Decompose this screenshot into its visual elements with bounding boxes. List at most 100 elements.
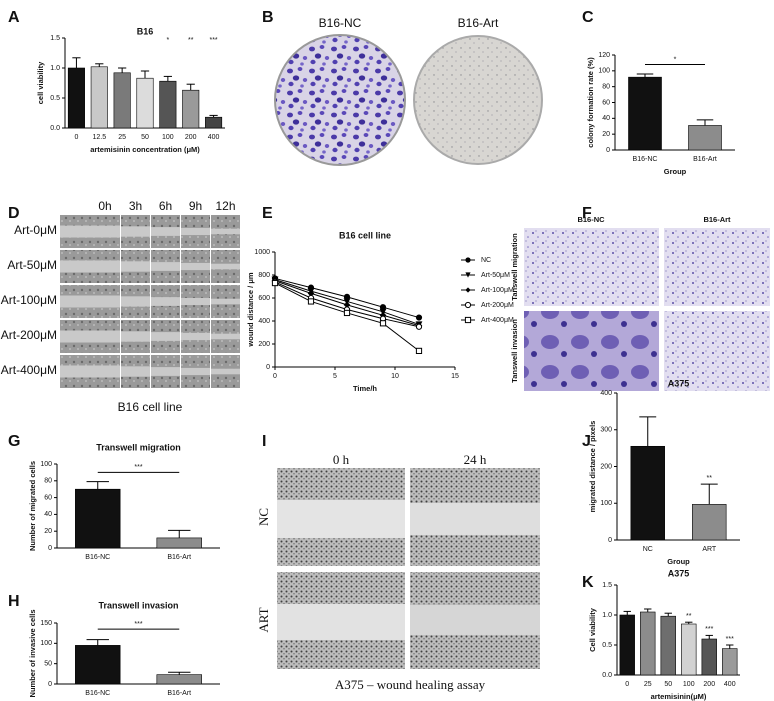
time-label: 9h: [189, 199, 202, 213]
x-tick-label: B16-Art: [167, 554, 191, 561]
row-label: ART: [256, 607, 271, 632]
y-axis-label: Number of invasive cells: [28, 610, 37, 698]
time-label: 12h: [215, 199, 235, 213]
photo: [664, 228, 770, 306]
x-tick-label: 400: [724, 681, 736, 688]
bar: [113, 72, 131, 129]
bar: [630, 445, 665, 541]
bar: [156, 674, 202, 685]
y-axis-label: cell viability: [36, 61, 45, 104]
y-tick-label: 120: [598, 52, 610, 59]
photo: [524, 311, 659, 391]
marker: [271, 279, 279, 287]
y-tick-label: 40: [602, 115, 610, 122]
wound-gap: [121, 296, 150, 307]
x-tick-label: 200: [185, 134, 197, 141]
chart-title: B16 cell line: [339, 230, 391, 240]
wound-gap: [121, 331, 150, 342]
significance: **: [686, 613, 692, 620]
y-tick-label: 20: [602, 131, 610, 138]
chart-title: B16: [137, 26, 154, 36]
row-label: Tanswell invasion: [510, 319, 519, 383]
x-tick-label: 12.5: [92, 134, 106, 141]
chart: 0 100 200 300 400 A375 migrated distance / pix…: [588, 378, 740, 566]
row-label: Art-50μM: [7, 258, 57, 272]
significance: ***: [134, 621, 142, 628]
y-tick-label: 1.0: [50, 65, 60, 72]
marker: [464, 301, 472, 309]
y-tick-label: 0: [48, 545, 52, 552]
y-tick-label: 100: [600, 500, 612, 507]
x-tick-label: 10: [391, 373, 399, 380]
x-tick-label: 50: [141, 134, 149, 141]
y-tick-label: 1.5: [50, 35, 60, 42]
y-tick-label: 0: [48, 681, 52, 688]
chart: 0.0 0.5 1.0 1.5 A375 Cell viability artemisini…: [588, 568, 740, 701]
dish-nc: [274, 34, 406, 166]
bar: [660, 615, 676, 676]
panel-letter: J: [582, 433, 591, 450]
y-tick-label: 300: [600, 427, 612, 434]
y-axis-label: Number of migrated cells: [28, 461, 37, 551]
x-axis-label: Group: [664, 167, 687, 176]
marker: [464, 316, 472, 324]
wound-gap: [181, 297, 210, 306]
bar: [722, 648, 738, 676]
bar: [67, 67, 85, 129]
y-tick-label: 800: [258, 272, 270, 279]
y-tick-label: 1.5: [602, 582, 612, 589]
time-label: 0h: [98, 199, 111, 213]
bar: [75, 645, 121, 685]
y-tick-label: 0.5: [50, 95, 60, 102]
bar: [136, 77, 154, 129]
legend-label: Art-50μM: [481, 272, 510, 279]
panel-letter: B: [262, 9, 274, 26]
y-tick-label: 0.0: [602, 672, 612, 679]
x-tick-label: 25: [118, 134, 126, 141]
bar: [692, 504, 727, 541]
chart-title: Transwell invasion: [98, 600, 178, 610]
wound-gap: [211, 298, 240, 305]
bar: [681, 623, 697, 676]
wound-gap: [151, 332, 180, 341]
bar: [159, 80, 177, 129]
chart: 0 20 40 60 80 100 Transwell migration Number of…: [28, 442, 220, 561]
y-tick-label: 40: [44, 511, 52, 518]
y-axis-label: wound distance / μm: [246, 272, 255, 348]
y-tick-label: 1.0: [602, 612, 612, 619]
y-tick-label: 0: [266, 364, 270, 371]
y-tick-label: 100: [598, 68, 610, 75]
x-tick-label: B16-NC: [633, 156, 658, 163]
wound-gap: [60, 260, 120, 273]
significance: *: [674, 56, 677, 63]
panel-letter: I: [262, 433, 266, 450]
dish-label: B16-Art: [458, 16, 499, 30]
x-tick-label: B16-Art: [693, 156, 717, 163]
wound-gap: [60, 295, 120, 308]
row-label: Tanswell migration: [510, 233, 519, 301]
x-tick-label: B16-Art: [167, 690, 191, 697]
chart-title: A375: [668, 378, 690, 388]
wound-grid: Art-0μM Art-50μM Art-100μM Art-200μM Art-400…: [1, 199, 240, 388]
marker: [465, 257, 471, 263]
wound-gap: [181, 332, 210, 341]
legend-label: Art-400μM: [481, 317, 514, 324]
photo: [524, 228, 659, 306]
bar: [75, 488, 121, 549]
panel-letter: G: [8, 433, 20, 450]
x-tick-label: 15: [451, 373, 459, 380]
dish-label: B16-NC: [319, 16, 362, 30]
x-tick-label: 5: [333, 373, 337, 380]
wound-gap: [121, 366, 150, 377]
wound-gap: [121, 226, 150, 237]
panel-letter: C: [582, 9, 594, 26]
marker: [415, 323, 423, 330]
panel-letter: D: [8, 205, 20, 222]
y-tick-label: 150: [40, 620, 52, 627]
marker: [415, 347, 423, 354]
panel-letter: A: [8, 9, 20, 26]
marker: [465, 287, 471, 293]
bar: [156, 537, 202, 549]
x-axis-label: Time/h: [353, 384, 377, 393]
